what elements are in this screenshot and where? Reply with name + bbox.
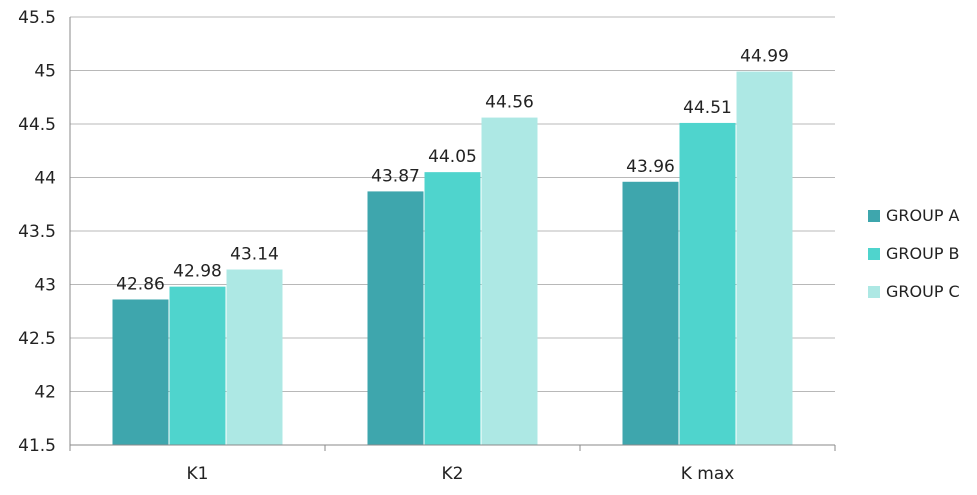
y-axis-tick-labels: 41.5 42 42.5 43 43.5 44 44.5 45 45.5 [18, 8, 56, 456]
x-tick-label: K1 [187, 464, 209, 484]
data-label: 44.99 [740, 47, 789, 67]
bar-group-a [367, 191, 424, 445]
y-tick-label: 41.5 [18, 436, 56, 456]
bar-group-c [736, 71, 793, 445]
data-label: 44.51 [683, 98, 732, 118]
bar-group-a [622, 181, 679, 445]
y-tick-label: 42 [34, 383, 56, 403]
y-tick-label: 44.5 [18, 115, 56, 135]
x-axis: K1 K2 K max [69, 17, 836, 484]
legend-label: GROUP C [886, 282, 960, 301]
y-tick-label: 45 [34, 62, 56, 82]
data-labels: 42.86 42.98 43.14 43.87 44.05 44.56 43.96 44.51… [116, 47, 789, 295]
data-label: 42.98 [173, 262, 222, 282]
y-tick-label: 45.5 [18, 8, 56, 28]
y-tick-label: 43.5 [18, 222, 56, 242]
legend-label: GROUP A [886, 206, 960, 225]
legend-label: GROUP B [886, 244, 960, 263]
data-label: 43.14 [230, 245, 279, 265]
x-tick-label: K2 [442, 464, 464, 484]
bar-group-b [424, 172, 481, 445]
legend-swatch [868, 210, 880, 222]
legend-swatch [868, 248, 880, 260]
y-tick-label: 43 [34, 276, 56, 296]
y-tick-label: 42.5 [18, 329, 56, 349]
data-label: 43.87 [371, 166, 420, 186]
bar-group-b [169, 286, 226, 445]
legend-swatch [868, 286, 880, 298]
data-label: 43.96 [626, 157, 675, 177]
bar-group-c [481, 117, 538, 445]
data-label: 44.05 [428, 147, 477, 167]
bar-group-a [112, 299, 169, 445]
bars [112, 71, 793, 446]
data-label: 42.86 [116, 274, 165, 294]
legend: GROUP A GROUP B GROUP C [868, 206, 960, 301]
x-tick-label: K max [681, 464, 735, 484]
data-label: 44.56 [485, 93, 534, 113]
bar-group-b [679, 122, 736, 446]
bar-group-c [226, 269, 283, 445]
y-tick-label: 44 [34, 169, 56, 189]
